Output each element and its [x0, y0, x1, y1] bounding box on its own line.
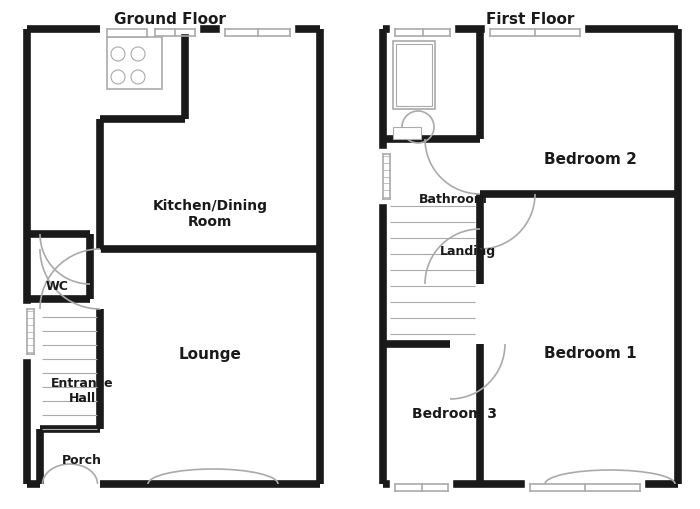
Text: Kitchen/Dining
Room: Kitchen/Dining Room — [153, 199, 267, 229]
Text: Bedroom 1: Bedroom 1 — [544, 347, 636, 361]
Bar — [107, 29, 147, 37]
Text: Landing: Landing — [440, 244, 496, 258]
Text: Lounge: Lounge — [178, 347, 241, 361]
Bar — [393, 127, 421, 139]
Text: Entrance
Hall: Entrance Hall — [50, 377, 113, 405]
Bar — [396, 44, 432, 106]
Text: Bedroom 2: Bedroom 2 — [544, 152, 636, 166]
Text: WC: WC — [46, 280, 69, 294]
Bar — [393, 41, 435, 109]
Text: Bathroom: Bathroom — [419, 192, 487, 206]
Text: Bedroom 3: Bedroom 3 — [412, 407, 498, 421]
Text: Ground Floor: Ground Floor — [114, 12, 226, 26]
Text: First Floor: First Floor — [486, 12, 574, 26]
Bar — [107, 37, 162, 89]
Text: Porch: Porch — [62, 455, 102, 467]
